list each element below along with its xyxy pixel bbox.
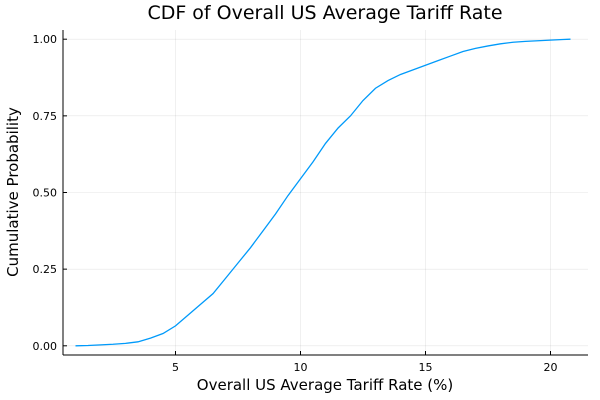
y-tick-label-2: 0.50 <box>33 187 58 200</box>
x-tick-label-3: 20 <box>544 361 558 374</box>
y-tick-label-1: 0.25 <box>33 263 58 276</box>
series-line-0 <box>75 38 571 347</box>
y-tick-label-0: 0.00 <box>33 340 58 353</box>
x-tick-label-2: 15 <box>419 361 433 374</box>
y-axis-label: Cumulative Probability <box>4 107 22 277</box>
x-tick-label-0: 5 <box>172 361 179 374</box>
series-layer <box>75 38 571 347</box>
y-tick-label-3: 0.75 <box>33 110 58 123</box>
x-axis-label: Overall US Average Tariff Rate (%) <box>197 376 453 394</box>
ticks-layer: 5 10 15 20 0.00 0.25 0.50 0.75 1.00 <box>33 33 558 374</box>
grid-layer <box>63 30 588 355</box>
x-tick-label-1: 10 <box>294 361 308 374</box>
y-tick-label-4: 1.00 <box>33 33 58 46</box>
chart-title: CDF of Overall US Average Tariff Rate <box>147 2 502 24</box>
